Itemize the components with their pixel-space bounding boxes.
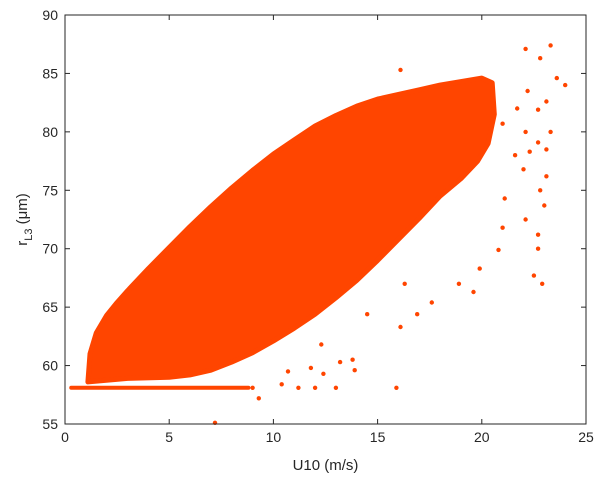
scatter-point <box>352 368 357 373</box>
data-marks <box>69 43 568 425</box>
scatter-point <box>415 312 420 317</box>
x-tick-label: 25 <box>578 429 594 445</box>
x-tick-label: 5 <box>165 429 173 445</box>
scatter-point <box>312 385 318 390</box>
scatter-point <box>500 121 505 126</box>
scatter-point <box>398 324 403 330</box>
scatter-point <box>535 107 541 112</box>
scatter-point <box>333 385 339 390</box>
scatter-point <box>538 56 543 61</box>
scatter-point <box>308 365 314 371</box>
scatter-point <box>500 225 505 230</box>
scatter-point <box>523 46 528 52</box>
scatter-point <box>535 232 541 237</box>
scatter-point <box>256 396 261 401</box>
y-tick-label: 60 <box>42 358 58 374</box>
scatter-point <box>456 281 462 286</box>
scatter-point <box>398 67 403 73</box>
scatter-point <box>535 140 541 145</box>
scatter-point <box>515 106 520 111</box>
scatter-point <box>394 385 399 390</box>
scatter-point <box>548 43 553 48</box>
scatter-point <box>350 357 355 362</box>
scatter-point <box>321 371 326 376</box>
y-tick-label: 65 <box>42 299 58 315</box>
scatter-point <box>535 246 541 251</box>
scatter-point <box>477 266 482 271</box>
scatter-point <box>521 167 526 172</box>
scatter-point <box>471 289 476 295</box>
scatter-point <box>296 385 301 390</box>
scatter-point <box>531 273 537 278</box>
scatter-point <box>544 99 549 104</box>
x-tick-label: 20 <box>474 429 490 445</box>
scatter-point <box>540 281 545 286</box>
scatter-point <box>554 75 559 81</box>
scatter-point <box>563 82 568 88</box>
axis-ticks: 0 5 10 15 20 25 55 60 65 70 75 80 85 90 <box>42 7 594 445</box>
dense-point-cloud <box>85 75 497 385</box>
y-tick-label: 75 <box>42 182 58 198</box>
scatter-point <box>525 88 530 94</box>
scatter-point <box>512 153 518 158</box>
x-tick-label: 0 <box>61 429 69 445</box>
y-tick-label: 80 <box>42 124 58 140</box>
plot-frame <box>64 14 587 425</box>
scatter-point <box>402 281 407 286</box>
y-tick-label: 85 <box>42 65 58 81</box>
scatter-point <box>548 129 553 135</box>
scatter-point <box>502 196 507 201</box>
scatter-point <box>523 129 528 135</box>
scatter-point <box>337 359 343 365</box>
scatter-point <box>544 174 549 179</box>
scatter-point <box>365 312 370 317</box>
x-axis-label: U10 (m/s) <box>293 457 359 474</box>
x-tick-label: 15 <box>370 429 386 445</box>
scatter-point <box>544 147 549 152</box>
y-axis-label-units: (μm) <box>14 193 31 228</box>
y-axis-label: rL3 (μm) <box>14 193 35 246</box>
scatter-point <box>523 217 528 222</box>
y-tick-label: 70 <box>42 241 58 257</box>
scatter-point <box>279 382 284 387</box>
scatter-point <box>250 385 255 390</box>
scatter-point <box>538 188 543 193</box>
scatter-point <box>319 342 324 347</box>
scatter-point <box>285 369 291 374</box>
scatter-point <box>429 300 434 305</box>
y-tick-label: 55 <box>42 416 58 432</box>
y-axis-label-main: r <box>14 241 31 246</box>
scatter-point <box>496 247 501 253</box>
scatter-point <box>527 149 532 154</box>
y-tick-label: 90 <box>42 7 58 23</box>
x-tick-label: 10 <box>266 429 282 445</box>
y-axis-label-subscript: L3 <box>23 229 35 241</box>
scatter-point <box>542 203 547 208</box>
